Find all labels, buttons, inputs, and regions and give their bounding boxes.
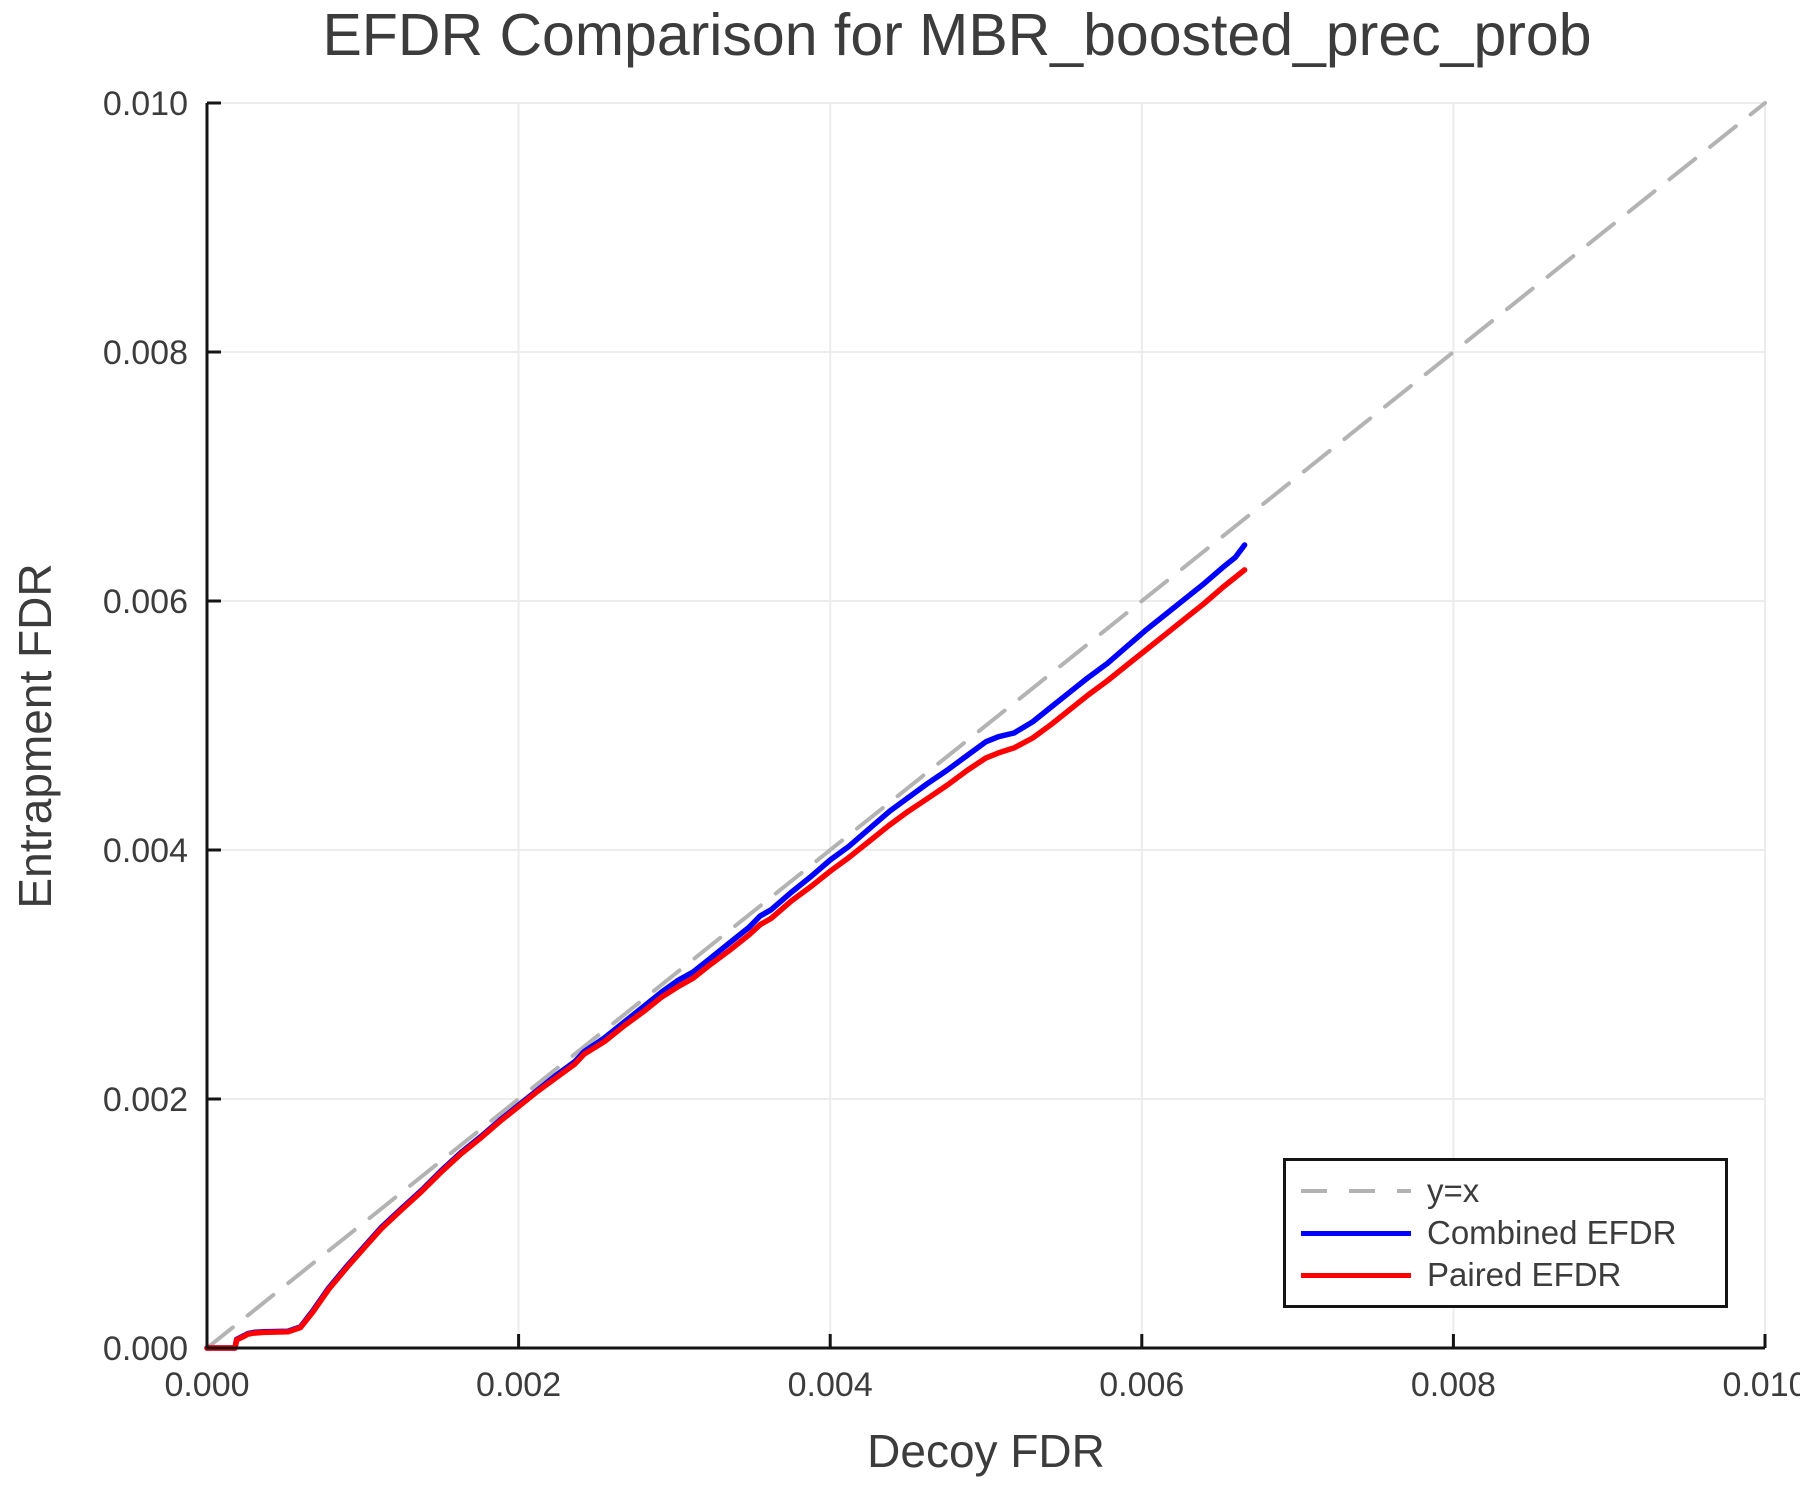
legend-label-paired: Paired EFDR (1427, 1256, 1622, 1293)
series-line-2 (204, 567, 1248, 1351)
chart-title: EFDR Comparison for MBR_boosted_prec_pro… (322, 2, 1592, 68)
legend: y=x Combined EFDR Paired EFDR (1283, 1158, 1728, 1308)
axes (205, 101, 1767, 1350)
data-series (204, 101, 1767, 1351)
legend-label-combined: Combined EFDR (1427, 1214, 1677, 1251)
series-line-1 (204, 542, 1248, 1351)
x-tick-label: 0.010 (1722, 1366, 1800, 1404)
y-axis-label: Entrapment FDR (9, 563, 61, 909)
x-tick-label: 0.000 (164, 1366, 249, 1404)
x-tick-label: 0.002 (476, 1366, 561, 1404)
y-tick-label: 0.008 (103, 334, 188, 372)
y-tick-label: 0.000 (103, 1330, 188, 1368)
y-tick-label: 0.002 (103, 1081, 188, 1119)
x-tick-label: 0.006 (1099, 1366, 1184, 1404)
x-tick-label: 0.004 (788, 1366, 873, 1404)
combined-line-swatch (1301, 1230, 1411, 1236)
legend-label-identity: y=x (1427, 1172, 1480, 1209)
y-tick-label: 0.004 (103, 832, 188, 870)
x-tick-label: 0.008 (1411, 1366, 1496, 1404)
gridlines (207, 102, 1766, 1348)
paired-line-swatch (1301, 1272, 1411, 1278)
identity-line-swatch (1301, 1189, 1411, 1193)
legend-item-combined: Combined EFDR (1301, 1213, 1725, 1253)
y-tick-label: 0.010 (103, 85, 188, 123)
tick-labels: 0.000 0.002 0.004 0.006 0.008 0.010 0.000 0.002… (103, 85, 1800, 1404)
x-axis-label: Decoy FDR (867, 1425, 1105, 1477)
y-tick-label: 0.006 (103, 583, 188, 621)
series-line-0 (205, 101, 1767, 1350)
legend-item-paired: Paired EFDR (1301, 1255, 1725, 1295)
legend-item-identity: y=x (1301, 1171, 1725, 1211)
